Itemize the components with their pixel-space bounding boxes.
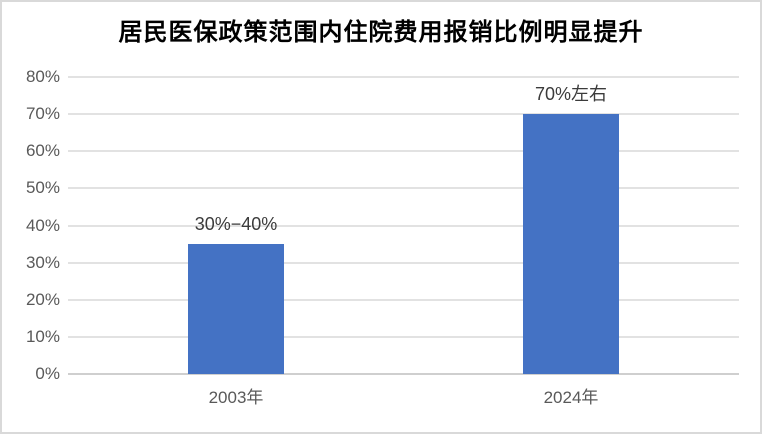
y-tick-label: 10% (25, 326, 60, 346)
chart-title: 居民医保政策范围内住院费用报销比例明显提升 (118, 19, 644, 46)
y-tick-label: 60% (25, 141, 60, 161)
y-tick-label: 20% (25, 289, 60, 309)
gridline (68, 261, 739, 264)
gridline (68, 150, 739, 153)
gridline (68, 113, 739, 116)
y-axis: 0% 10% 20% 30% 40% 50% 60% 70% 80% (2, 2, 60, 432)
gridline (68, 187, 739, 190)
plot-area: 30%−40% 2003年 70%左右 2024年 (68, 76, 739, 407)
x-axis-line (68, 373, 739, 375)
gridline (68, 335, 739, 338)
gridline (68, 298, 739, 301)
y-tick-label: 70% (25, 104, 60, 124)
bar-data-label: 30%−40% (194, 214, 278, 234)
gridline (68, 224, 739, 227)
x-tick-label: 2024年 (543, 388, 599, 407)
y-tick-label: 80% (25, 67, 60, 86)
bar-data-label: 70%左右 (534, 84, 608, 104)
bar (523, 114, 619, 374)
y-tick-label: 30% (25, 252, 60, 272)
bar (188, 244, 284, 374)
y-tick-label: 0% (35, 364, 60, 383)
y-tick-label: 50% (25, 178, 60, 198)
x-tick-label: 2003年 (208, 388, 264, 407)
y-tick-label: 40% (25, 215, 60, 235)
gridline (68, 76, 739, 78)
